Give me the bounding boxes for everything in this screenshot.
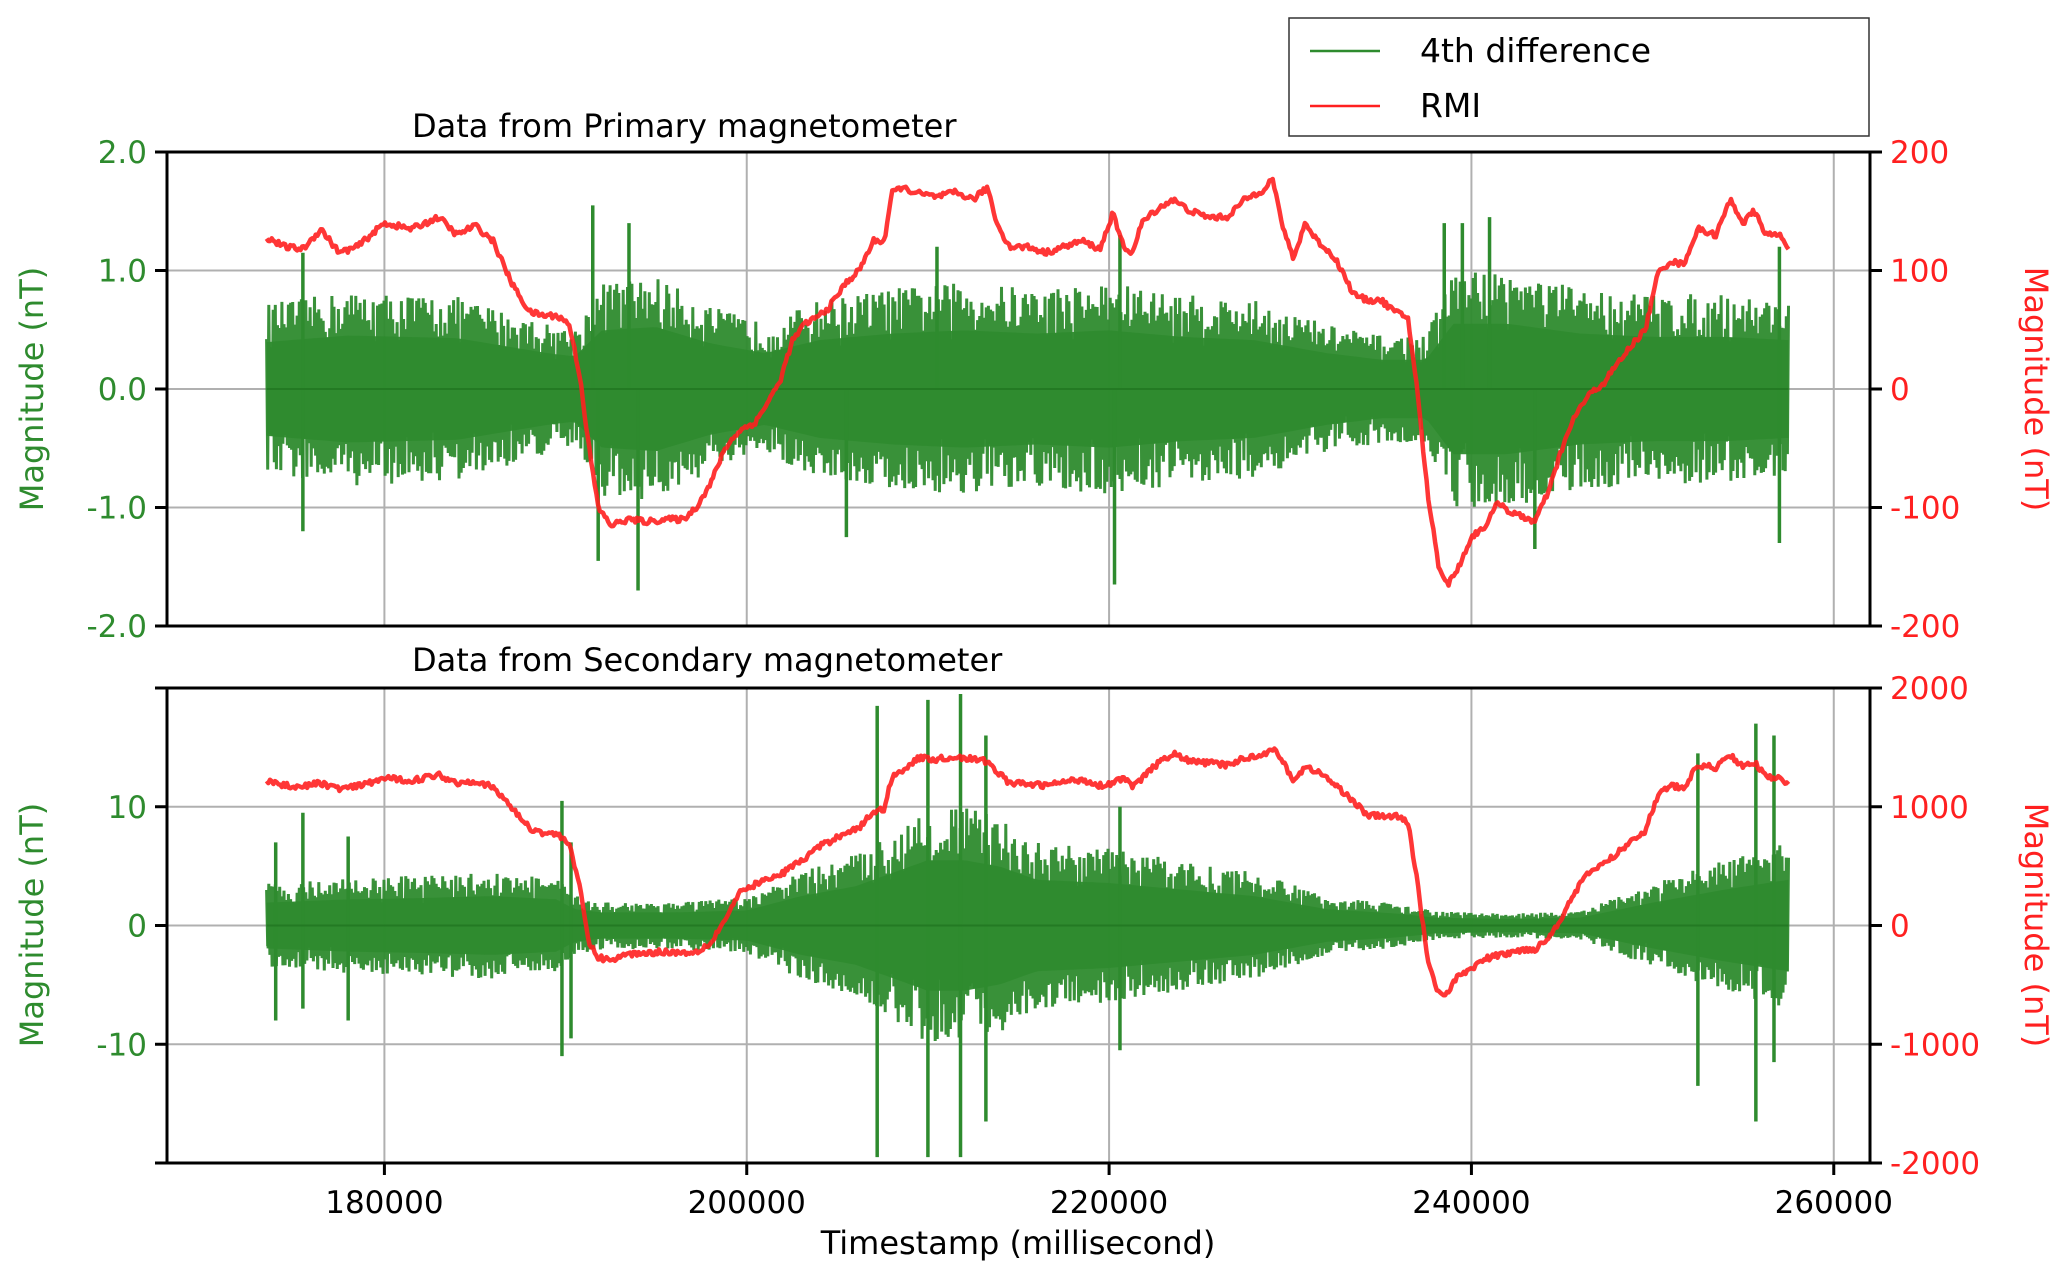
y-axis-label-left-primary: Magnitude (nT): [13, 267, 51, 512]
tick-label-x: 220000: [1050, 1185, 1168, 1221]
tick-label-right-primary: 100: [1890, 254, 1949, 290]
tick-label-x: 180000: [325, 1185, 443, 1221]
panel-title-secondary: Data from Secondary magnetometer: [412, 641, 1003, 679]
panel-title-primary: Data from Primary magnetometer: [412, 107, 957, 145]
tick-label-left-primary: 1.0: [98, 254, 147, 290]
tick-label-x: 200000: [688, 1185, 806, 1221]
line-rmi: [264, 176, 1791, 588]
tick-label-right-primary: -200: [1890, 609, 1960, 645]
line-rmi: [264, 746, 1791, 998]
legend-box: [1288, 17, 1870, 137]
tick-label-left-primary: -2.0: [87, 609, 148, 645]
tick-label-left-primary: -1.0: [87, 491, 148, 527]
y-axis-label-right-secondary: Magnitude (nT): [2017, 803, 2055, 1048]
legend: 4th difference RMI: [1288, 17, 1870, 137]
tick-label-right-secondary: 0: [1890, 909, 1910, 945]
x-axis-label: Timestamp (millisecond): [820, 1224, 1216, 1262]
tick-label-x: 260000: [1775, 1185, 1893, 1221]
y-axis-label-right-primary: Magnitude (nT): [2017, 267, 2055, 512]
series-4th-difference-secondary: [265, 693, 1790, 1158]
tick-label-right-secondary: -2000: [1890, 1146, 1980, 1182]
tick-label-left-secondary: 0: [127, 909, 147, 945]
tick-label-right-secondary: 2000: [1890, 671, 1969, 707]
axes-secondary: 10 0 -10 2000 1000 0 -1000 -2000: [96, 671, 1980, 1182]
x-axis-ticks: 180000 200000 220000 240000 260000: [325, 1163, 1893, 1221]
axes-primary: 2.0 1.0 0.0 -1.0 -2.0 200 100 0 -100 -200: [87, 135, 1961, 645]
tick-label-right-primary: 0: [1890, 372, 1910, 408]
tick-label-x: 240000: [1412, 1185, 1530, 1221]
series-rmi-secondary: [264, 746, 1791, 998]
tick-label-left-primary: 2.0: [98, 135, 147, 171]
tick-label-left-secondary: -10: [96, 1027, 147, 1063]
series-4th-difference-primary: [265, 205, 1790, 591]
tick-label-right-primary: -100: [1890, 491, 1960, 527]
series-rmi-primary: [264, 176, 1791, 588]
tick-label-left-secondary: 10: [108, 790, 147, 826]
tick-label-right-primary: 200: [1890, 135, 1949, 171]
legend-label-4th-difference: 4th difference: [1420, 31, 1651, 70]
tick-label-left-primary: 0.0: [98, 372, 147, 408]
y-axis-label-left-secondary: Magnitude (nT): [13, 803, 51, 1048]
panel-primary: 2.0 1.0 0.0 -1.0 -2.0 200 100 0 -100 -200 Data fr…: [13, 107, 2055, 645]
tick-label-right-secondary: -1000: [1890, 1027, 1980, 1063]
tick-label-right-secondary: 1000: [1890, 790, 1969, 826]
panel-secondary: 10 0 -10 2000 1000 0 -1000 -2000 Data from Seco…: [13, 641, 2055, 1182]
legend-label-rmi: RMI: [1420, 86, 1481, 125]
